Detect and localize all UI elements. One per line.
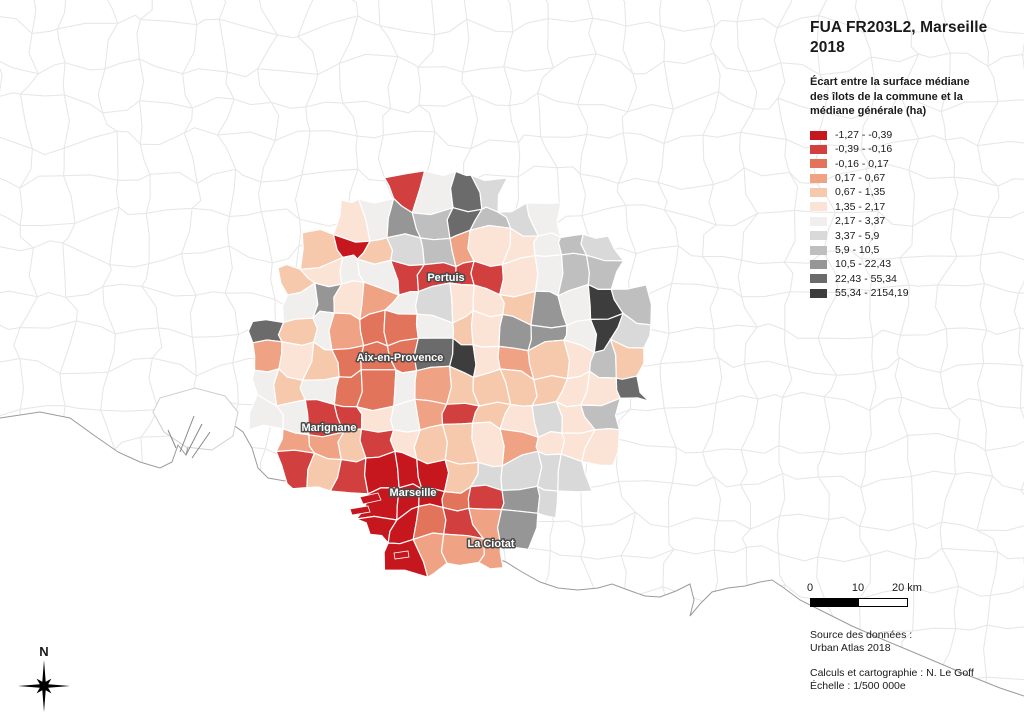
scale-bar-filled-segment	[811, 599, 859, 606]
legend-item: 55,34 - 2154,19	[810, 286, 1018, 300]
north-label: N	[39, 644, 49, 659]
legend-swatch	[810, 144, 827, 154]
scale-bar-graphic	[810, 598, 908, 607]
legend-item: 1,35 - 2,17	[810, 200, 1018, 214]
legend-item-label: 22,43 - 55,34	[835, 272, 897, 285]
city-label: Aix-en-Provence	[357, 352, 444, 364]
scale-bar: 0 10 20 km	[807, 582, 960, 614]
legend-item: 5,9 - 10,5	[810, 243, 1018, 257]
legend-item-label: -1,27 - -0,39	[835, 128, 893, 141]
source-note: Source des données : Urban Atlas 2018 Ca…	[810, 629, 974, 694]
legend-item: 3,37 - 5,9	[810, 229, 1018, 243]
legend-item: 10,5 - 22,43	[810, 257, 1018, 271]
legend-item-label: -0,16 - 0,17	[835, 157, 889, 170]
legend-swatch	[810, 274, 827, 284]
legend-item-label: 2,17 - 3,37	[835, 215, 886, 228]
legend-item-label: 10,5 - 22,43	[835, 258, 892, 271]
scale-tick-10: 10	[851, 582, 865, 594]
legend-item: 0,67 - 1,35	[810, 185, 1018, 199]
legend-swatch	[810, 260, 827, 270]
source-line-2: Urban Atlas 2018	[810, 642, 891, 655]
city-label: Pertuis	[427, 272, 464, 284]
source-line-1: Source des données :	[810, 629, 913, 641]
legend-item: -0,16 - 0,17	[810, 157, 1018, 171]
legend-item: 22,43 - 55,34	[810, 272, 1018, 286]
legend-swatch	[810, 188, 827, 198]
legend-item-label: 3,37 - 5,9	[835, 229, 880, 242]
city-label: Marignane	[301, 422, 356, 434]
legend-item-label: -0,39 - -0,16	[835, 143, 893, 156]
scale-tick-20: 20 km	[892, 582, 922, 594]
legend-item: 0,17 - 0,67	[810, 171, 1018, 185]
legend-swatch	[810, 173, 827, 183]
legend-item-label: 5,9 - 10,5	[835, 243, 880, 256]
city-label: Marseille	[389, 487, 436, 499]
legend-swatch	[810, 245, 827, 255]
legend-swatch	[810, 202, 827, 212]
info-panel: FUA FR203L2, Marseille 2018 Écart entre …	[810, 18, 1018, 301]
legend-swatch	[810, 288, 827, 298]
scale-note: Échelle : 1/500 000e	[810, 680, 906, 693]
legend-item-label: 1,35 - 2,17	[835, 200, 886, 213]
legend-swatch	[810, 159, 827, 169]
north-arrow: N	[14, 644, 74, 721]
legend-item: -0,39 - -0,16	[810, 142, 1018, 156]
legend-item-label: 0,67 - 1,35	[835, 186, 886, 199]
legend-item: 2,17 - 3,37	[810, 214, 1018, 228]
compass-rose-icon	[18, 660, 70, 712]
legend-title: Écart entre la surface médiane des îlots…	[810, 76, 970, 118]
legend-item: -1,27 - -0,39	[810, 128, 1018, 142]
legend-swatch	[810, 216, 827, 226]
legend-swatch	[810, 231, 827, 241]
map-title: FUA FR203L2, Marseille 2018	[810, 19, 988, 57]
scale-tick-0: 0	[807, 582, 814, 594]
credit-line: Calculs et cartographie : N. Le Goff	[810, 666, 974, 679]
legend: -1,27 - -0,39 -0,39 - -0,16 -0,16 - 0,17 0,…	[810, 128, 1018, 301]
city-label: La Ciotat	[467, 538, 514, 550]
legend-item-label: 0,17 - 0,67	[835, 171, 886, 184]
legend-item-label: 55,34 - 2154,19	[835, 287, 909, 300]
legend-swatch	[810, 130, 827, 140]
